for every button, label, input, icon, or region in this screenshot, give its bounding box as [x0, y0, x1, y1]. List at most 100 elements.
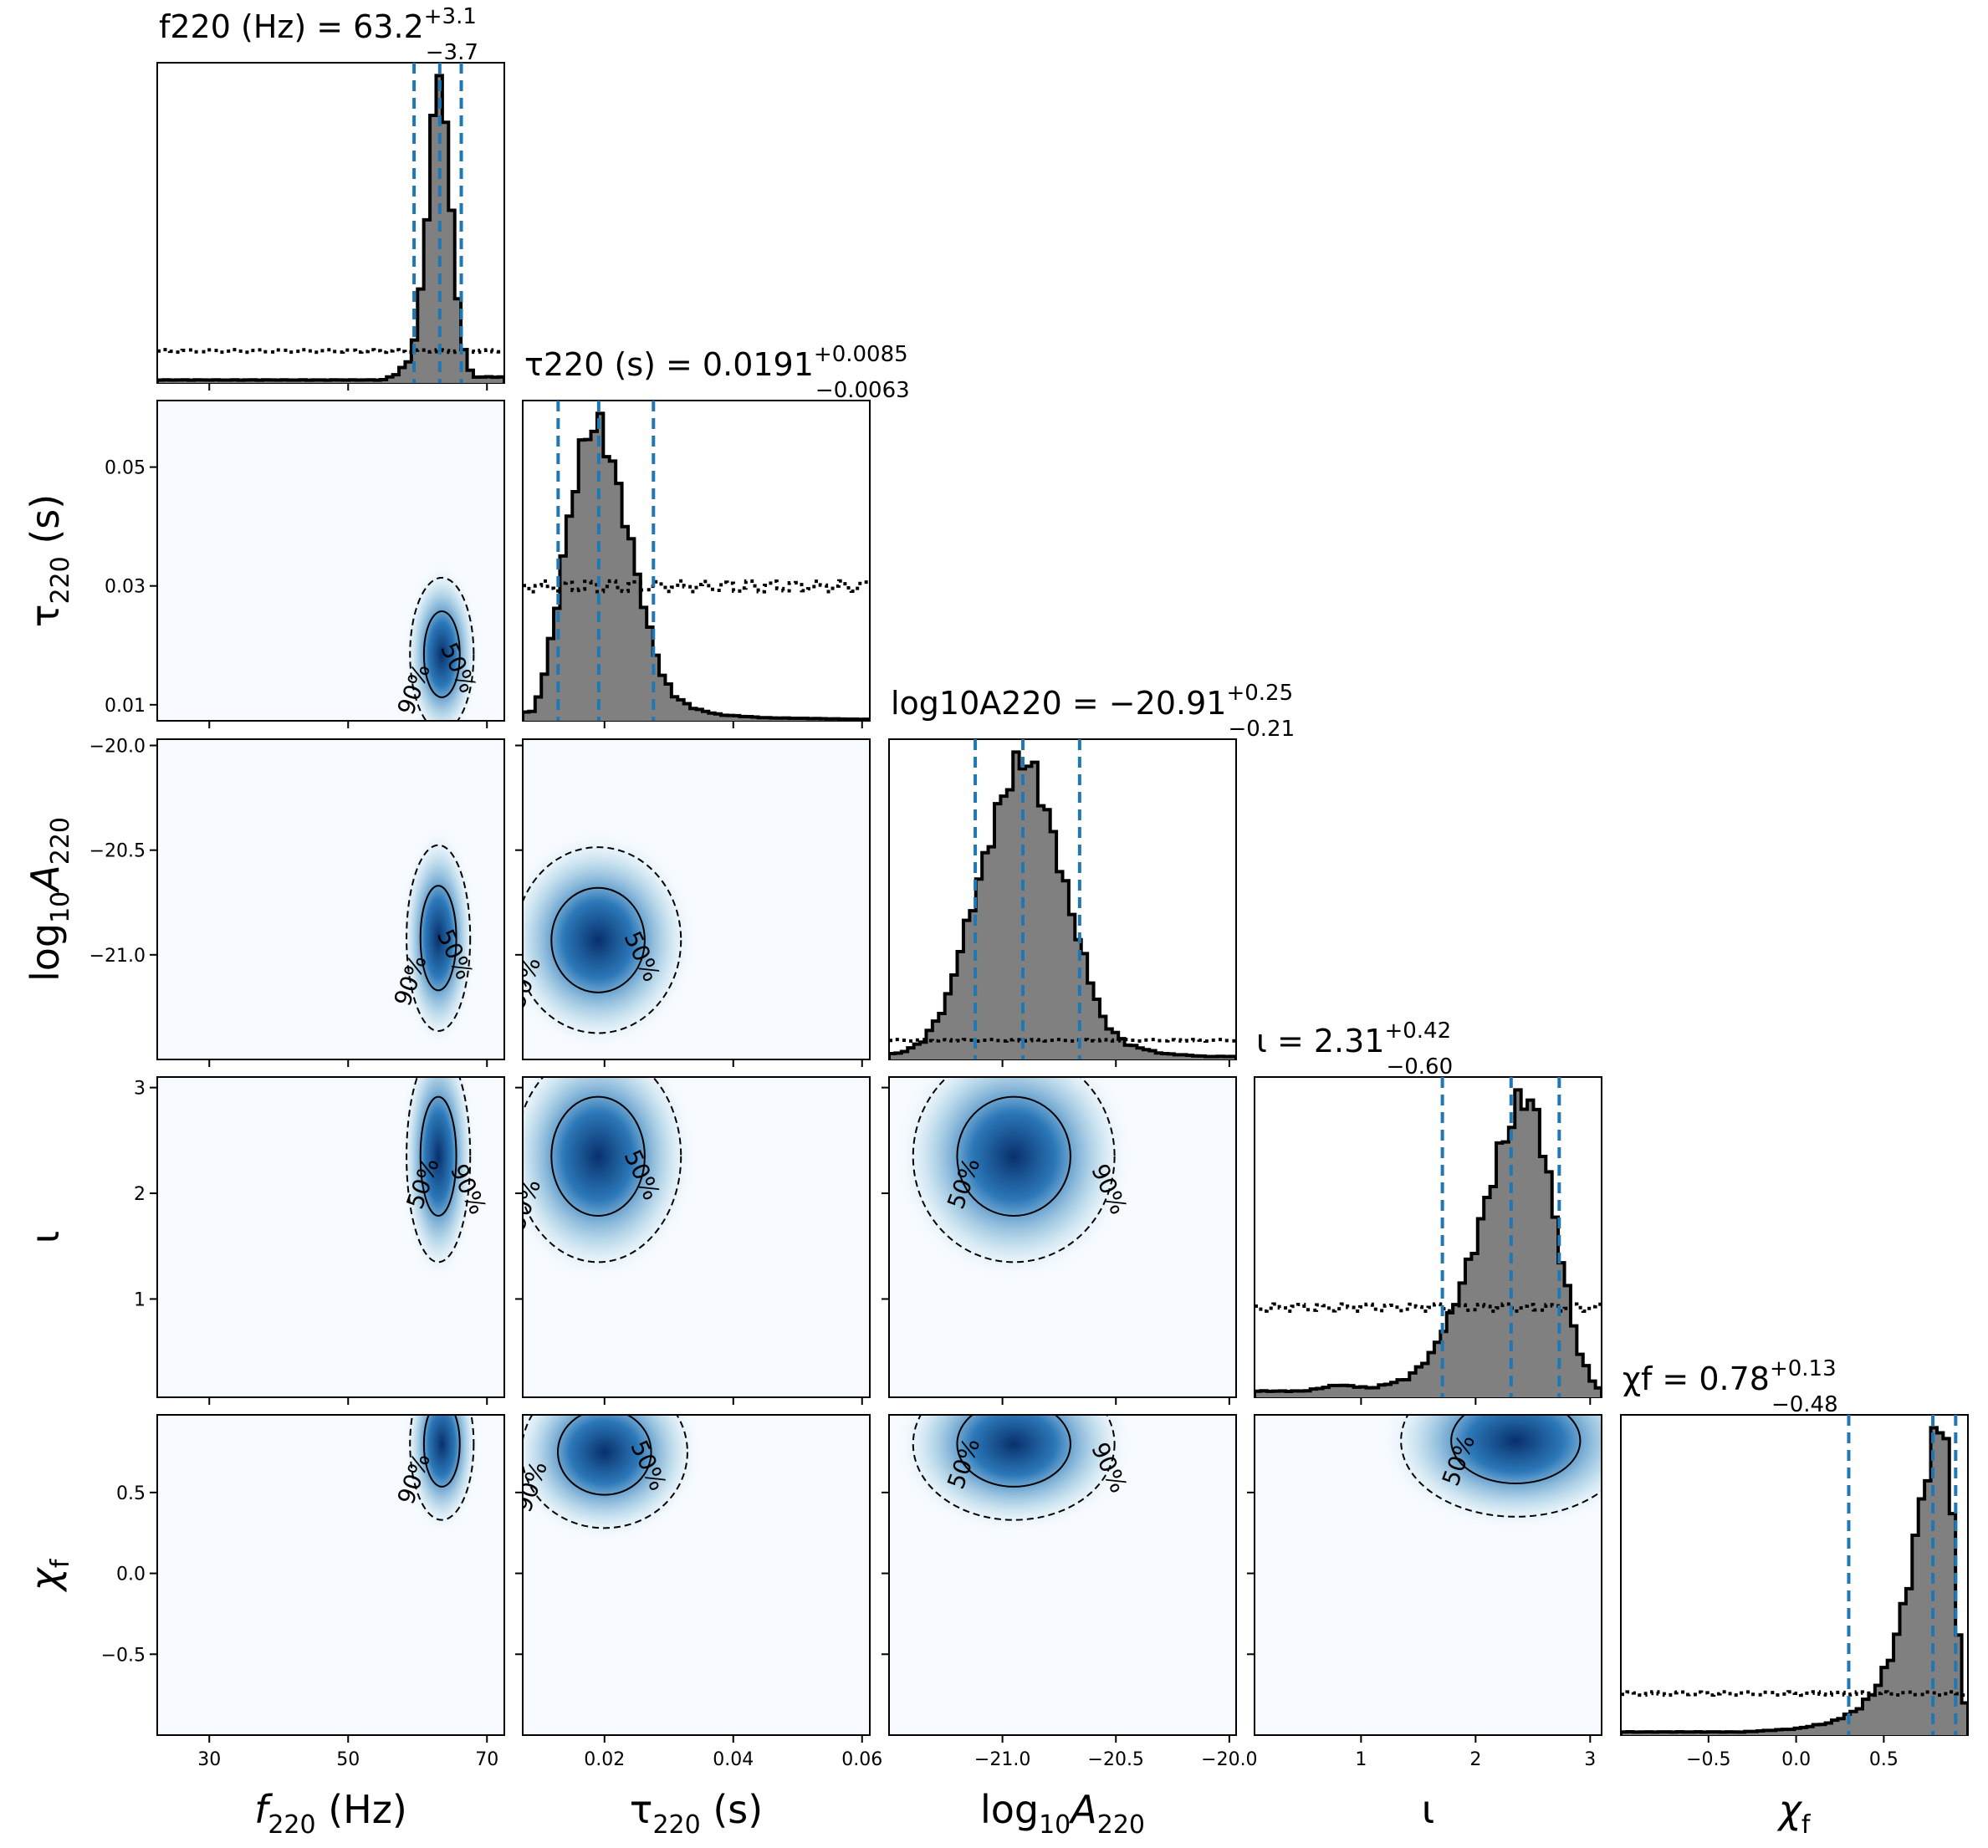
- density-tau220-iota: [523, 1077, 697, 1283]
- contour-90-tau220-chi: [523, 1415, 688, 1529]
- label-text: log: [23, 923, 68, 982]
- label-text: (Hz): [316, 1787, 407, 1832]
- label-text: (s): [23, 494, 68, 556]
- contour-90-logA-iota: [912, 1077, 1116, 1263]
- panel-frame: [156, 1076, 505, 1398]
- x-tick-label-f220: 50: [336, 1749, 360, 1770]
- x-tick-label-f220: 30: [197, 1749, 221, 1770]
- prior-histogram-tau220: [523, 579, 870, 594]
- contour-90-logA-chi: [912, 1415, 1116, 1521]
- title-minus-logA: −0.21: [1228, 717, 1295, 742]
- panel-f220-vs-chi: 90%: [157, 1415, 504, 1735]
- panel-iota-vs-chi: 50%90%: [1255, 1415, 1602, 1735]
- contour-50-logA-iota: [956, 1095, 1071, 1217]
- panel-tau220-vs-chi: 90% 50%: [523, 1415, 870, 1735]
- label-text: ι: [1422, 1787, 1435, 1832]
- title-main: log10A220 = −20.91: [891, 685, 1226, 722]
- contour-90-f220-iota: [406, 1077, 472, 1263]
- x-tick-label-iota: 1: [1355, 1749, 1367, 1770]
- x-axis-label-chi: χf: [1776, 1787, 1812, 1840]
- x-axis-label-f220: f220 (Hz): [254, 1787, 407, 1840]
- label-text: log: [980, 1787, 1039, 1832]
- panel-frame: [888, 1076, 1237, 1398]
- title-minus-f220: −3.7: [426, 40, 478, 65]
- subscript: 220: [46, 556, 75, 604]
- y-tick-label-tau220: 0.01: [105, 696, 146, 717]
- x-tick-label-chi: 0.5: [1869, 1749, 1899, 1770]
- title-plus: +0.0085: [814, 342, 908, 367]
- subscript: f: [46, 1558, 75, 1568]
- subscript: 10: [46, 891, 75, 923]
- panel-frame: [1254, 1414, 1602, 1736]
- subscript: 220: [268, 1810, 315, 1840]
- x-tick-label-tau220: 0.04: [713, 1749, 754, 1770]
- label-text: τ: [630, 1787, 653, 1832]
- label-text: A: [1068, 1787, 1096, 1832]
- title-f220: f220 (Hz) = 63.2+3.1: [159, 4, 477, 45]
- posterior-histogram-tau220: [523, 411, 870, 721]
- density-logA-iota: [894, 1077, 1134, 1283]
- x-tick-label-logA: −21.0: [974, 1749, 1030, 1770]
- title-tau220: τ220 (s) = 0.0191+0.0085: [524, 342, 908, 383]
- x-axis-label-iota: ι: [1422, 1787, 1435, 1832]
- prior-histogram-f220: [157, 348, 504, 355]
- panel-tau220-vs-iota: 90%50%: [523, 1077, 870, 1397]
- panel-tau220-vs-logA: 90% 50%: [523, 739, 870, 1059]
- posterior-histogram-iota: [1255, 1088, 1602, 1397]
- density-f220-iota: [400, 1077, 477, 1283]
- subscript: 220: [46, 817, 75, 865]
- subscript: f: [1801, 1810, 1812, 1840]
- panel-frame: [156, 738, 505, 1060]
- y-tick-label-iota: 3: [134, 1079, 146, 1100]
- label-text: χ: [1776, 1787, 1803, 1832]
- title-minus-tau220: −0.0063: [815, 378, 910, 403]
- x-tick-label-chi: 0.0: [1781, 1749, 1811, 1770]
- density-f220-tau220: [404, 563, 480, 721]
- y-tick-label-chi: −0.5: [101, 1645, 146, 1666]
- title-main: χf = 0.78: [1623, 1360, 1770, 1397]
- y-tick-label-logA: −21.0: [89, 946, 146, 967]
- y-axis-label-tau220: τ220 (s): [23, 494, 75, 627]
- x-tick-label-tau220: 0.06: [841, 1749, 882, 1770]
- panel-frame: [156, 400, 505, 722]
- y-axis-label-logA: log10A220: [23, 817, 75, 982]
- contour-50-f220-chi: [422, 1415, 461, 1488]
- y-tick-label-logA: −20.5: [89, 841, 146, 862]
- contour-90-tau220-logA: [523, 846, 682, 1034]
- contour-50-f220-tau220: [422, 610, 461, 698]
- contour-50-f220-logA: [419, 885, 457, 992]
- title-plus: +0.42: [1384, 1018, 1451, 1044]
- label-text: τ: [23, 605, 68, 628]
- label-text: A: [23, 865, 68, 893]
- contour-90-f220-tau220: [409, 576, 475, 721]
- y-tick-label-tau220: 0.03: [105, 577, 146, 598]
- title-minus-chi: −0.48: [1771, 1392, 1838, 1417]
- title-chi: χf = 0.78+0.13: [1623, 1356, 1837, 1397]
- y-axis-label-iota: ι: [23, 1231, 68, 1244]
- contour-50-iota-chi: [1450, 1415, 1582, 1485]
- contour-50-tau220-chi: [557, 1415, 652, 1496]
- prior-histogram-chi: [1621, 1690, 1968, 1697]
- x-tick-label-tau220: 0.02: [584, 1749, 625, 1770]
- title-iota: ι = 2.31+0.42: [1256, 1018, 1451, 1059]
- contour-90-tau220-iota: [523, 1077, 682, 1263]
- contour-50-tau220-iota: [550, 1095, 646, 1217]
- x-axis-label-tau220: τ220 (s): [630, 1787, 763, 1840]
- density-tau220-logA: [523, 830, 697, 1051]
- y-tick-label-chi: 0.5: [116, 1483, 146, 1504]
- x-tick-label-iota: 2: [1469, 1749, 1481, 1770]
- y-axis-label-chi: χf: [23, 1558, 75, 1593]
- x-tick-label-chi: −0.5: [1686, 1749, 1730, 1770]
- y-tick-label-tau220: 0.05: [105, 458, 146, 479]
- label-text: χ: [23, 1566, 68, 1593]
- panel-frame: [522, 1076, 871, 1398]
- x-tick-label-f220: 70: [475, 1749, 498, 1770]
- posterior-histogram-logA: [889, 750, 1236, 1059]
- x-axis-label-logA: log10A220: [980, 1787, 1145, 1840]
- y-tick-label-iota: 2: [134, 1184, 146, 1205]
- subscript: 220: [1097, 1810, 1145, 1840]
- panel-frame: [156, 1414, 505, 1736]
- y-tick-label-iota: 1: [134, 1289, 146, 1310]
- panel-f220-vs-tau220: 90% 50%: [157, 401, 504, 721]
